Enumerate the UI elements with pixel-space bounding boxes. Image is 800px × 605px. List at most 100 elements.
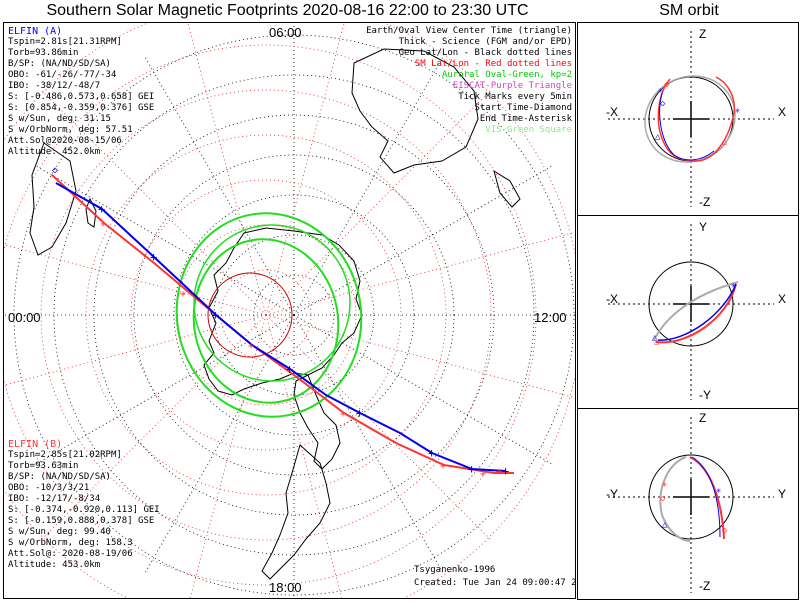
elfin-b-tick: + — [340, 409, 346, 420]
elfin-b-tick: + — [100, 219, 106, 230]
label-06-00: 06:00 — [269, 25, 302, 40]
svg-text:✳: ✳ — [658, 86, 664, 96]
legend-item-9: VIS-Green Square — [485, 125, 572, 135]
svg-text:△: △ — [662, 520, 668, 530]
label-18-00: 18:00 — [269, 580, 302, 595]
sm-orbit-xz-canvas: ✳ ◇ ✳ △ △ ◇ — [608, 31, 774, 207]
svg-text:△: △ — [652, 333, 658, 343]
elfin-b-line: Tspin=2.85s[21.02RPM] — [8, 450, 122, 460]
svg-text:◇: ◇ — [664, 80, 670, 90]
axis-bottom-label: -Z — [699, 579, 711, 593]
elfin-b-line: OBO: -10/3/3/21 — [8, 483, 90, 493]
axis-bottom-label: -Z — [699, 195, 711, 209]
elfin-b-line: Altitude: 453.0km — [8, 560, 101, 570]
svg-text:△: △ — [722, 137, 728, 147]
svg-text:◇: ◇ — [660, 99, 666, 109]
elfin-a-tick: + — [286, 362, 293, 376]
elfin-b-tick: + — [248, 341, 254, 352]
elfin-a-line: Tspin=2.81s[21.31RPM] — [8, 37, 122, 47]
elfin-a-tick: + — [502, 464, 509, 478]
sm-orbit-title: SM orbit — [659, 2, 719, 19]
elfin-b-header: ELFIN (B) — [8, 439, 63, 450]
elfin-a-tick: + — [428, 446, 435, 460]
elfin-b-tick: + — [480, 469, 486, 480]
elfin-b-line: Att.Sol@: 2020-08-19/06 — [8, 549, 133, 559]
legend-item-3: SM Lat/Lon - Red dotted lines — [414, 59, 572, 69]
elfin-a-line: S w/OrbNorm, deg: 57.51 — [8, 125, 133, 135]
legend-item-6: Tick Marks every 5min — [458, 92, 572, 102]
elfin-a-line: Att.Sol@2020-08-15/06 — [8, 136, 122, 146]
sm-grid-lines — [4, 23, 575, 598]
axis-bottom-label: -Y — [699, 388, 711, 402]
svg-text:◇: ◇ — [660, 494, 666, 504]
elfin-a-tick: + — [468, 462, 475, 476]
axis-top-label: Z — [699, 27, 707, 41]
elfin-a-line: OBO: -61/-26/-77/-34 — [8, 70, 117, 80]
legend-item-0: Earth/Oval View Center Time (triangle) — [366, 26, 572, 36]
axis-right-label: X — [778, 105, 787, 119]
elfin-a-line: IBO: -38/12/-48/7 — [8, 81, 101, 91]
auroral-oval — [175, 212, 363, 418]
elfin-a-line: Torb=93.86min — [8, 48, 79, 58]
axis-left-label: -Y — [606, 487, 618, 501]
elfin-a-line: S w/Sun, deg: 31.15 — [8, 114, 111, 124]
created-timestamp: Created: Tue Jan 24 09:00:47 2023 — [414, 578, 576, 588]
svg-text:△: △ — [655, 132, 661, 142]
legend-item-2: Geo Lat/Lon - Black dotted lines — [398, 48, 572, 58]
svg-text:✳: ✳ — [735, 106, 741, 116]
label-00-00: 00:00 — [8, 310, 41, 325]
axis-left-label: -X — [606, 292, 618, 306]
elfin-b-line: B/SP: (NA/ND/SD/SA) — [8, 472, 111, 482]
elfin-a-line: S: [0.854,-0.359,0.376] GSE — [8, 103, 155, 113]
elfin-b-tick: + — [440, 461, 446, 472]
axis-left-label: -X — [606, 105, 618, 119]
africa-coast — [29, 142, 77, 256]
elfin-b-info: ELFIN (B) Tspin=2.85s[21.02RPM] Torb=93.… — [8, 439, 160, 571]
elfin-a-header: ELFIN (A) — [8, 26, 63, 37]
elfin-a-track — [55, 182, 507, 472]
elfin-b-line: S: [-0.374,-0.920,0.113] GEI — [8, 505, 160, 515]
plot-title: Southern Solar Magnetic Footprints 2020-… — [46, 2, 529, 19]
elfin-b-tick-marks: + + + + + + — [100, 219, 486, 480]
australia-coast — [351, 48, 479, 174]
elfin-a-line: Altitude: 452.0km — [8, 147, 101, 157]
sm-pole-circle — [207, 272, 293, 358]
axis-top-label: Z — [699, 411, 707, 425]
elfin-a-info: ELFIN (A) Tspin=2.81s[21.31RPM] Torb=93.… — [8, 26, 154, 158]
south-america-coast — [261, 444, 331, 580]
sm-orbit-panel-xy: ✳ △ △ Y -Y -X X — [577, 215, 799, 409]
legend-item-7: Start Time-Diamond — [474, 103, 572, 113]
elfin-b-line: IBO: -12/17/-8/34 — [8, 494, 101, 504]
svg-text:◇: ◇ — [722, 526, 728, 536]
elfin-b-tick: + — [180, 289, 186, 300]
footprint-polar-map: + + + + + + + + + + + + + + ◇ ✳ 06:00 00:00 12:00 18… — [3, 22, 576, 599]
legend-item-8: End Time-Asterisk — [479, 114, 572, 124]
svg-text:✳: ✳ — [731, 281, 737, 291]
elfin-b-line: S w/Sun, deg: 99.40 — [8, 527, 111, 537]
legend-item-5: EISCAT-Purple Triangle — [452, 81, 572, 91]
elfin-a-start-marker: ◇ — [52, 165, 58, 176]
svg-text:✳: ✳ — [662, 480, 668, 490]
axis-top-label: Y — [699, 220, 708, 234]
label-12-00: 12:00 — [534, 310, 567, 325]
elfin-b-line: S w/OrbNorm, deg: 158.3 — [8, 538, 133, 548]
sm-orbit-xy-canvas: ✳ △ △ — [608, 224, 774, 400]
elfin-a-tick: + — [150, 250, 157, 264]
elfin-a-line: S: [-0.486,0.573,0.658] GEI — [8, 92, 155, 102]
legend: Earth/Oval View Center Time (triangle) T… — [366, 26, 572, 136]
sm-orbit-yz-canvas: ✳ ✳ ◇ △ ◇ — [608, 417, 774, 593]
elfin-b-line: S: [-0.159,0.888,0.378] GSE — [8, 516, 155, 526]
elfin-b-line: Torb=93.63min — [8, 461, 79, 471]
sm-orbit-panel-xz: ✳ ◇ ✳ △ △ ◇ Z -Z -X X — [577, 22, 799, 216]
nz-coast — [493, 169, 521, 208]
model-credit: Tsyganenko-1996 — [414, 565, 496, 575]
elfin-a-tick-marks: + + + + + + + + — [98, 202, 509, 478]
elfin-a-tick: + — [212, 308, 219, 322]
svg-text:△: △ — [654, 337, 660, 347]
axis-right-label: X — [778, 292, 787, 306]
elfin-a-tick: + — [356, 406, 363, 420]
elfin-b-track — [51, 174, 514, 474]
svg-text:✳: ✳ — [716, 486, 722, 496]
polar-map-canvas: + + + + + + + + + + + + + + ◇ ✳ — [4, 23, 575, 598]
elfin-a-tick: + — [98, 202, 105, 216]
